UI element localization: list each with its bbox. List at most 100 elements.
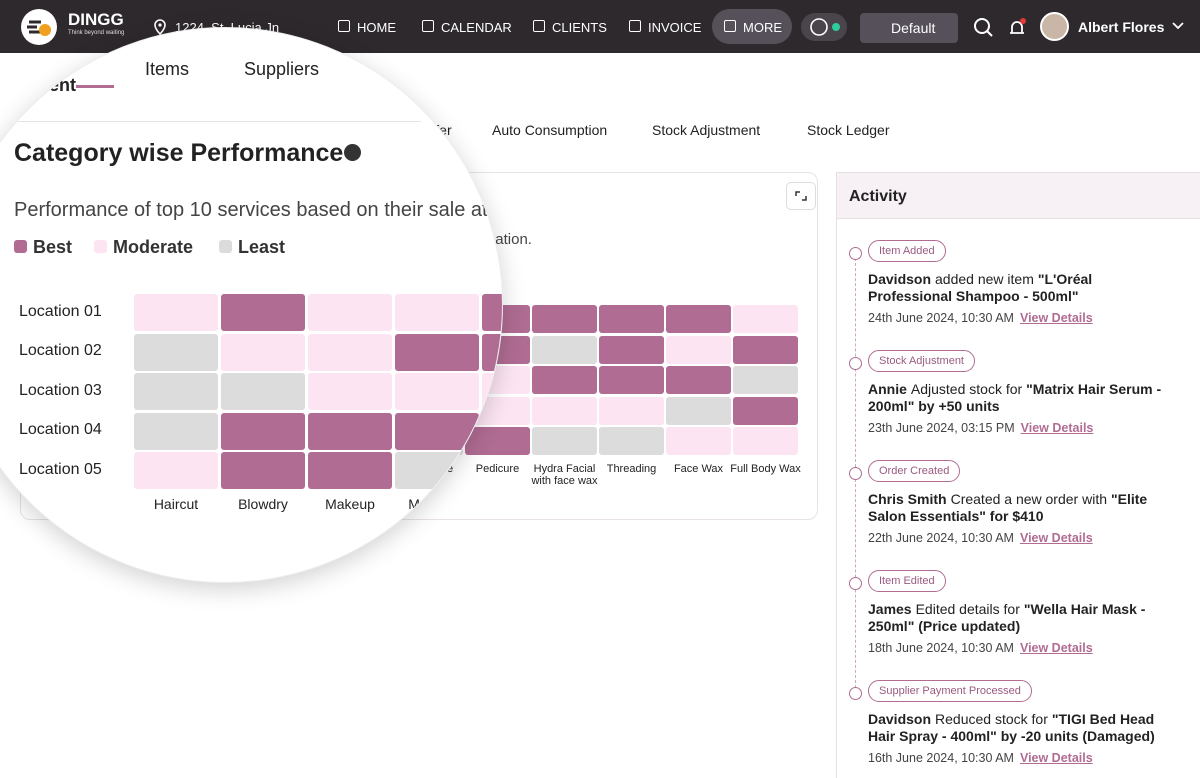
action: Adjusted stock for bbox=[910, 381, 1023, 397]
tab-active[interactable]: Inventory bbox=[23, 75, 77, 95]
column-label: Haircut bbox=[153, 496, 199, 512]
menu-item[interactable]: CALENDAR bbox=[441, 20, 512, 35]
subtab[interactable]: Auto Consumption bbox=[492, 122, 608, 138]
activity-text: Annie Adjusted stock for "Matrix Hair Seru… bbox=[868, 381, 1173, 415]
column-label: Blowdry bbox=[238, 496, 288, 512]
heat-cell bbox=[666, 366, 731, 394]
heat-cell bbox=[532, 396, 597, 425]
card-subtitle: Performance of top 10 services based on … bbox=[14, 199, 502, 221]
row-label: Location 02 bbox=[19, 342, 102, 360]
subtab[interactable]: Stock Ledger bbox=[807, 122, 890, 138]
expand-button[interactable] bbox=[786, 182, 816, 210]
actor: Davidson bbox=[868, 271, 932, 287]
column-label: Pedicure bbox=[476, 496, 502, 512]
activity-title: Activity bbox=[849, 188, 907, 205]
activity-tag: Order Created bbox=[868, 460, 961, 482]
heat-cell bbox=[733, 366, 798, 394]
menu-item[interactable]: MORE bbox=[743, 20, 782, 35]
card-title: Category wise Performance bbox=[14, 139, 344, 167]
heat-cell bbox=[733, 305, 798, 333]
more-pill bbox=[712, 9, 792, 44]
column-label: Hydra Facial with face wax bbox=[531, 463, 598, 488]
heat-cell bbox=[395, 412, 479, 450]
tab-underline bbox=[76, 85, 114, 88]
heat-cell bbox=[599, 366, 664, 394]
heat-cell bbox=[482, 294, 502, 331]
legend-swatch bbox=[14, 240, 27, 253]
tab[interactable]: Items bbox=[145, 59, 190, 79]
column-label: Full Body Wax bbox=[730, 463, 801, 475]
heat-cell bbox=[221, 294, 305, 331]
view-details-link[interactable]: View Details bbox=[1019, 751, 1093, 765]
activity-tag: Supplier Payment Processed bbox=[868, 680, 1032, 702]
actor: James bbox=[868, 601, 912, 617]
divider bbox=[1, 121, 421, 122]
view-details-link[interactable]: View Details bbox=[1019, 641, 1093, 655]
legend-label: Least bbox=[238, 237, 286, 257]
heat-cell bbox=[532, 366, 597, 394]
heat-cell bbox=[395, 294, 479, 331]
view-details-link[interactable]: View Details bbox=[1019, 531, 1093, 545]
heat-cell bbox=[308, 412, 392, 450]
activity-date: 16th June 2024, 10:30 AM View Details bbox=[868, 751, 1093, 765]
menu-icon bbox=[724, 20, 736, 32]
tagline: Think beyond waiting bbox=[68, 30, 125, 36]
profile-select[interactable] bbox=[860, 13, 958, 43]
date: 24th June 2024, 10:30 AM bbox=[868, 311, 1014, 325]
object: "TIGI Bed Head Hair Spray - 400ml" by -2… bbox=[868, 711, 1155, 744]
whatsapp-toggle[interactable] bbox=[801, 13, 847, 41]
activity-date: 22th June 2024, 10:30 AM View Details bbox=[868, 531, 1093, 545]
logo bbox=[21, 9, 57, 45]
heat-cell bbox=[134, 373, 218, 410]
heat-cell bbox=[134, 452, 218, 489]
heat-cell bbox=[733, 396, 798, 425]
heat-cell bbox=[308, 294, 392, 331]
heat-cell bbox=[599, 335, 664, 364]
timeline-dot bbox=[849, 247, 862, 260]
activity-tag: Item Edited bbox=[868, 570, 946, 592]
menu-item[interactable]: INVOICE bbox=[648, 20, 702, 35]
user-name[interactable]: Albert Flores bbox=[1078, 19, 1165, 35]
view-details-link[interactable]: View Details bbox=[1020, 421, 1094, 435]
heat-cell bbox=[221, 452, 305, 489]
legend-label: Best bbox=[33, 237, 73, 257]
heat-cell bbox=[733, 427, 798, 455]
actor: Davidson bbox=[868, 711, 932, 727]
activity-text: Davidson added new item "L'Oréal Professio… bbox=[868, 271, 1173, 305]
object: "Matrix Hair Serum - 200ml" by +50 units bbox=[868, 381, 1162, 414]
activity-date: 24th June 2024, 10:30 AM View Details bbox=[868, 311, 1093, 325]
date: 22th June 2024, 10:30 AM bbox=[868, 531, 1014, 545]
date: 16th June 2024, 10:30 AM bbox=[868, 751, 1014, 765]
heat-cell bbox=[532, 335, 597, 364]
date: 23th June 2024, 03:15 PM bbox=[868, 421, 1015, 435]
heat-cell bbox=[599, 427, 664, 455]
heat-cell bbox=[221, 333, 305, 371]
tab[interactable]: Suppliers bbox=[244, 59, 320, 79]
legend-label: Moderate bbox=[113, 237, 194, 257]
chevron bbox=[1172, 22, 1184, 30]
column-label: Manicure bbox=[408, 496, 466, 512]
row-label: Location 03 bbox=[19, 381, 102, 399]
magnified-content: Inventory Items Suppliers Category wise Per… bbox=[1, 28, 502, 582]
heat-cell bbox=[395, 333, 479, 371]
heat-cell bbox=[532, 305, 597, 333]
heat-cell bbox=[599, 396, 664, 425]
subtab[interactable]: Stock Adjustment bbox=[652, 122, 761, 138]
date: 18th June 2024, 10:30 AM bbox=[868, 641, 1014, 655]
heat-cell bbox=[482, 452, 502, 489]
heat-cell bbox=[733, 335, 798, 364]
menu-item[interactable]: HOME bbox=[357, 20, 396, 35]
activity-text: James Edited details for "Wella Hair Mask … bbox=[868, 601, 1173, 635]
menu-item[interactable]: CLIENTS bbox=[552, 20, 607, 35]
heat-cell bbox=[221, 373, 305, 410]
heat-cell bbox=[482, 333, 502, 371]
menu-icon bbox=[533, 20, 545, 32]
view-details-link[interactable]: View Details bbox=[1019, 311, 1093, 325]
heat-cell bbox=[482, 412, 502, 450]
activity-panel: Activity Item Added Davidson added new ite… bbox=[836, 172, 1200, 778]
timeline-dot bbox=[849, 577, 862, 590]
object: "Elite Salon Essentials" for $410 bbox=[868, 491, 1148, 524]
avatar[interactable] bbox=[1040, 12, 1069, 41]
column-label: Threading bbox=[606, 463, 657, 475]
legend-swatch bbox=[219, 240, 232, 253]
